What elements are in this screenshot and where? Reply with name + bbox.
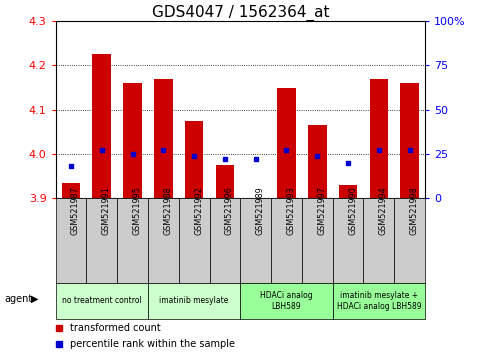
Text: imatinib mesylate: imatinib mesylate xyxy=(159,296,229,306)
Bar xyxy=(240,283,333,319)
Bar xyxy=(185,121,203,198)
Bar xyxy=(333,198,364,283)
Bar xyxy=(302,198,333,283)
Bar xyxy=(210,198,240,283)
Bar xyxy=(56,283,148,319)
Text: GSM521988: GSM521988 xyxy=(163,187,172,235)
Text: GSM521991: GSM521991 xyxy=(102,187,111,235)
Bar xyxy=(148,198,179,283)
Bar xyxy=(271,198,302,283)
Text: GSM521997: GSM521997 xyxy=(317,187,327,235)
Bar xyxy=(179,198,210,283)
Text: GSM521992: GSM521992 xyxy=(194,187,203,235)
Bar xyxy=(339,185,357,198)
Text: GSM521993: GSM521993 xyxy=(286,187,296,235)
Bar xyxy=(369,79,388,198)
Bar xyxy=(154,79,172,198)
Bar xyxy=(240,198,271,283)
Text: HDACi analog
LBH589: HDACi analog LBH589 xyxy=(260,291,313,310)
Bar xyxy=(56,198,86,283)
Text: GSM521987: GSM521987 xyxy=(71,187,80,235)
Text: GSM521990: GSM521990 xyxy=(348,187,357,235)
Bar xyxy=(394,198,425,283)
Bar xyxy=(215,165,234,198)
Text: agent: agent xyxy=(5,294,33,304)
Bar xyxy=(117,198,148,283)
Text: GSM521989: GSM521989 xyxy=(256,187,265,235)
Bar xyxy=(277,87,296,198)
Text: no treatment control: no treatment control xyxy=(62,296,142,306)
Bar xyxy=(308,125,327,198)
Bar xyxy=(400,83,419,198)
Bar xyxy=(92,55,111,198)
Title: GDS4047 / 1562364_at: GDS4047 / 1562364_at xyxy=(152,5,329,21)
Bar xyxy=(364,198,394,283)
Text: percentile rank within the sample: percentile rank within the sample xyxy=(71,339,235,349)
Text: GSM521995: GSM521995 xyxy=(132,187,142,235)
Text: GSM521996: GSM521996 xyxy=(225,187,234,235)
Text: imatinib mesylate +
HDACi analog LBH589: imatinib mesylate + HDACi analog LBH589 xyxy=(337,291,421,310)
Bar xyxy=(123,83,142,198)
Bar xyxy=(148,283,241,319)
Text: transformed count: transformed count xyxy=(71,323,161,333)
Text: GSM521994: GSM521994 xyxy=(379,187,388,235)
Bar xyxy=(86,198,117,283)
Text: ▶: ▶ xyxy=(31,294,39,304)
Bar xyxy=(62,183,80,198)
Text: GSM521998: GSM521998 xyxy=(410,187,419,235)
Bar xyxy=(333,283,425,319)
